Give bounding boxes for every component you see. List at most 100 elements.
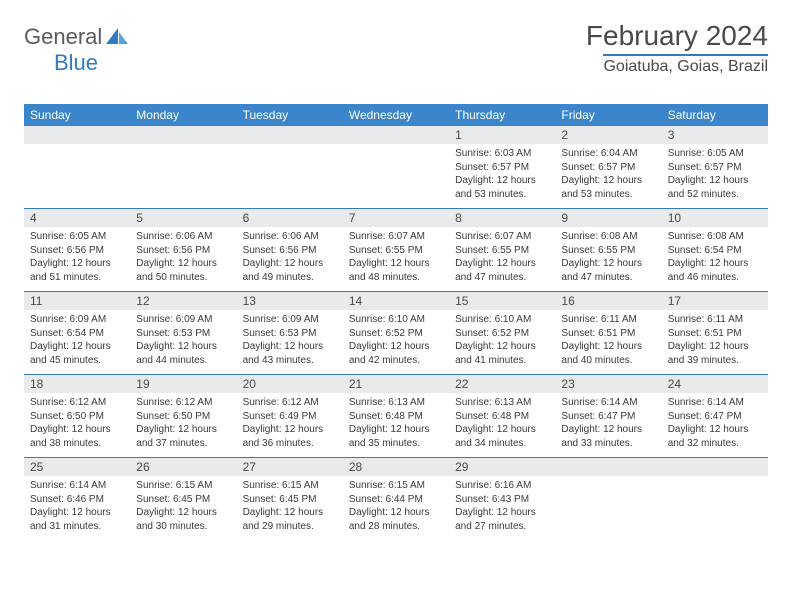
day-number: 17 bbox=[662, 292, 768, 310]
day-body: Sunrise: 6:03 AMSunset: 6:57 PMDaylight:… bbox=[449, 144, 555, 207]
sunrise-text: Sunrise: 6:12 AM bbox=[30, 396, 124, 410]
sunrise-text: Sunrise: 6:10 AM bbox=[455, 313, 549, 327]
title-block: February 2024 Goiatuba, Goias, Brazil bbox=[586, 20, 768, 76]
daylight-text: Daylight: 12 hours and 40 minutes. bbox=[561, 340, 655, 367]
day-body: Sunrise: 6:06 AMSunset: 6:56 PMDaylight:… bbox=[237, 227, 343, 290]
daylight-text: Daylight: 12 hours and 53 minutes. bbox=[455, 174, 549, 201]
daylight-text: Daylight: 12 hours and 49 minutes. bbox=[243, 257, 337, 284]
day-body: Sunrise: 6:14 AMSunset: 6:47 PMDaylight:… bbox=[555, 393, 661, 456]
daylight-text: Daylight: 12 hours and 43 minutes. bbox=[243, 340, 337, 367]
daylight-text: Daylight: 12 hours and 28 minutes. bbox=[349, 506, 443, 533]
logo-text-gray: General bbox=[24, 24, 102, 50]
day-header-sunday: Sunday bbox=[24, 104, 130, 126]
sunrise-text: Sunrise: 6:11 AM bbox=[561, 313, 655, 327]
sunset-text: Sunset: 6:56 PM bbox=[243, 244, 337, 258]
day-body: Sunrise: 6:14 AMSunset: 6:46 PMDaylight:… bbox=[24, 476, 130, 539]
day-number: 19 bbox=[130, 375, 236, 393]
day-header-wednesday: Wednesday bbox=[343, 104, 449, 126]
day-number: 23 bbox=[555, 375, 661, 393]
sunrise-text: Sunrise: 6:13 AM bbox=[349, 396, 443, 410]
day-cell: 27Sunrise: 6:15 AMSunset: 6:45 PMDayligh… bbox=[237, 458, 343, 540]
day-cell: 20Sunrise: 6:12 AMSunset: 6:49 PMDayligh… bbox=[237, 375, 343, 457]
day-body: Sunrise: 6:08 AMSunset: 6:55 PMDaylight:… bbox=[555, 227, 661, 290]
day-cell: 14Sunrise: 6:10 AMSunset: 6:52 PMDayligh… bbox=[343, 292, 449, 374]
day-header-friday: Friday bbox=[555, 104, 661, 126]
sunset-text: Sunset: 6:45 PM bbox=[243, 493, 337, 507]
day-body: Sunrise: 6:11 AMSunset: 6:51 PMDaylight:… bbox=[662, 310, 768, 373]
day-number: 24 bbox=[662, 375, 768, 393]
sunrise-text: Sunrise: 6:11 AM bbox=[668, 313, 762, 327]
sunrise-text: Sunrise: 6:04 AM bbox=[561, 147, 655, 161]
day-cell: 21Sunrise: 6:13 AMSunset: 6:48 PMDayligh… bbox=[343, 375, 449, 457]
sunset-text: Sunset: 6:47 PM bbox=[668, 410, 762, 424]
day-header-tuesday: Tuesday bbox=[237, 104, 343, 126]
daylight-text: Daylight: 12 hours and 52 minutes. bbox=[668, 174, 762, 201]
sunset-text: Sunset: 6:45 PM bbox=[136, 493, 230, 507]
sunrise-text: Sunrise: 6:12 AM bbox=[136, 396, 230, 410]
daylight-text: Daylight: 12 hours and 34 minutes. bbox=[455, 423, 549, 450]
sunset-text: Sunset: 6:56 PM bbox=[30, 244, 124, 258]
sunrise-text: Sunrise: 6:16 AM bbox=[455, 479, 549, 493]
week-row: 1Sunrise: 6:03 AMSunset: 6:57 PMDaylight… bbox=[24, 126, 768, 208]
day-cell: 2Sunrise: 6:04 AMSunset: 6:57 PMDaylight… bbox=[555, 126, 661, 208]
day-number: 20 bbox=[237, 375, 343, 393]
day-cell: 18Sunrise: 6:12 AMSunset: 6:50 PMDayligh… bbox=[24, 375, 130, 457]
sunset-text: Sunset: 6:48 PM bbox=[349, 410, 443, 424]
daylight-text: Daylight: 12 hours and 47 minutes. bbox=[455, 257, 549, 284]
day-cell: 8Sunrise: 6:07 AMSunset: 6:55 PMDaylight… bbox=[449, 209, 555, 291]
sunset-text: Sunset: 6:53 PM bbox=[243, 327, 337, 341]
week-row: 18Sunrise: 6:12 AMSunset: 6:50 PMDayligh… bbox=[24, 374, 768, 457]
day-cell: 13Sunrise: 6:09 AMSunset: 6:53 PMDayligh… bbox=[237, 292, 343, 374]
day-body: Sunrise: 6:04 AMSunset: 6:57 PMDaylight:… bbox=[555, 144, 661, 207]
calendar-page: General February 2024 Goiatuba, Goias, B… bbox=[0, 0, 792, 560]
day-number: 10 bbox=[662, 209, 768, 227]
day-body: Sunrise: 6:15 AMSunset: 6:45 PMDaylight:… bbox=[237, 476, 343, 539]
sunset-text: Sunset: 6:50 PM bbox=[30, 410, 124, 424]
sunset-text: Sunset: 6:47 PM bbox=[561, 410, 655, 424]
day-number: 7 bbox=[343, 209, 449, 227]
daylight-text: Daylight: 12 hours and 32 minutes. bbox=[668, 423, 762, 450]
day-cell bbox=[24, 126, 130, 208]
daylight-text: Daylight: 12 hours and 46 minutes. bbox=[668, 257, 762, 284]
day-cell: 28Sunrise: 6:15 AMSunset: 6:44 PMDayligh… bbox=[343, 458, 449, 540]
daylight-text: Daylight: 12 hours and 31 minutes. bbox=[30, 506, 124, 533]
daylight-text: Daylight: 12 hours and 37 minutes. bbox=[136, 423, 230, 450]
day-number: 11 bbox=[24, 292, 130, 310]
daylight-text: Daylight: 12 hours and 38 minutes. bbox=[30, 423, 124, 450]
day-body: Sunrise: 6:07 AMSunset: 6:55 PMDaylight:… bbox=[449, 227, 555, 290]
day-number-empty bbox=[555, 458, 661, 476]
day-cell: 11Sunrise: 6:09 AMSunset: 6:54 PMDayligh… bbox=[24, 292, 130, 374]
day-cell bbox=[662, 458, 768, 540]
daylight-text: Daylight: 12 hours and 30 minutes. bbox=[136, 506, 230, 533]
daylight-text: Daylight: 12 hours and 53 minutes. bbox=[561, 174, 655, 201]
sunset-text: Sunset: 6:49 PM bbox=[243, 410, 337, 424]
sunrise-text: Sunrise: 6:12 AM bbox=[243, 396, 337, 410]
day-cell bbox=[555, 458, 661, 540]
day-number-empty bbox=[662, 458, 768, 476]
day-number: 3 bbox=[662, 126, 768, 144]
day-cell: 10Sunrise: 6:08 AMSunset: 6:54 PMDayligh… bbox=[662, 209, 768, 291]
day-cell: 16Sunrise: 6:11 AMSunset: 6:51 PMDayligh… bbox=[555, 292, 661, 374]
sunrise-text: Sunrise: 6:06 AM bbox=[243, 230, 337, 244]
sunset-text: Sunset: 6:55 PM bbox=[349, 244, 443, 258]
daylight-text: Daylight: 12 hours and 27 minutes. bbox=[455, 506, 549, 533]
day-cell: 19Sunrise: 6:12 AMSunset: 6:50 PMDayligh… bbox=[130, 375, 236, 457]
day-header-monday: Monday bbox=[130, 104, 236, 126]
sunset-text: Sunset: 6:54 PM bbox=[30, 327, 124, 341]
day-number: 28 bbox=[343, 458, 449, 476]
sunset-text: Sunset: 6:55 PM bbox=[455, 244, 549, 258]
sunrise-text: Sunrise: 6:10 AM bbox=[349, 313, 443, 327]
day-body: Sunrise: 6:08 AMSunset: 6:54 PMDaylight:… bbox=[662, 227, 768, 290]
day-header-thursday: Thursday bbox=[449, 104, 555, 126]
week-row: 25Sunrise: 6:14 AMSunset: 6:46 PMDayligh… bbox=[24, 457, 768, 540]
daylight-text: Daylight: 12 hours and 29 minutes. bbox=[243, 506, 337, 533]
sunset-text: Sunset: 6:55 PM bbox=[561, 244, 655, 258]
daylight-text: Daylight: 12 hours and 50 minutes. bbox=[136, 257, 230, 284]
sunset-text: Sunset: 6:43 PM bbox=[455, 493, 549, 507]
day-number: 16 bbox=[555, 292, 661, 310]
sunset-text: Sunset: 6:54 PM bbox=[668, 244, 762, 258]
calendar-grid: Sunday Monday Tuesday Wednesday Thursday… bbox=[24, 104, 768, 540]
day-number: 9 bbox=[555, 209, 661, 227]
daylight-text: Daylight: 12 hours and 51 minutes. bbox=[30, 257, 124, 284]
day-number: 21 bbox=[343, 375, 449, 393]
